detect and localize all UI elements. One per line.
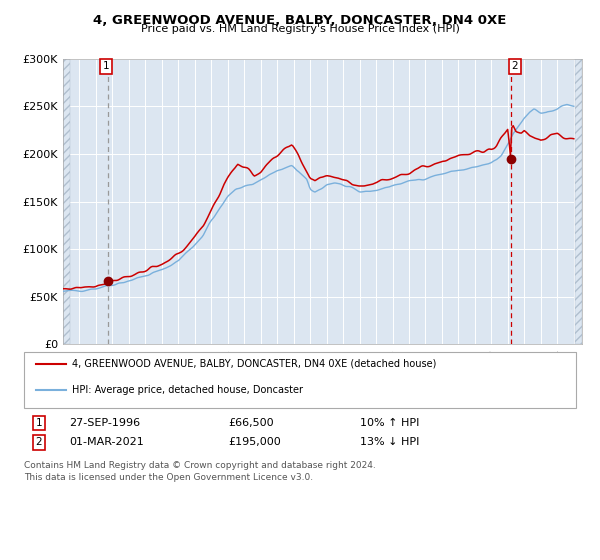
Text: £195,000: £195,000 bbox=[228, 437, 281, 447]
Text: 2: 2 bbox=[35, 437, 43, 447]
Text: 4, GREENWOOD AVENUE, BALBY, DONCASTER, DN4 0XE: 4, GREENWOOD AVENUE, BALBY, DONCASTER, D… bbox=[94, 14, 506, 27]
Text: 2: 2 bbox=[511, 62, 518, 72]
Text: Price paid vs. HM Land Registry's House Price Index (HPI): Price paid vs. HM Land Registry's House … bbox=[140, 24, 460, 34]
Text: 1: 1 bbox=[35, 418, 43, 428]
Polygon shape bbox=[63, 59, 70, 344]
Text: This data is licensed under the Open Government Licence v3.0.: This data is licensed under the Open Gov… bbox=[24, 473, 313, 482]
Text: Contains HM Land Registry data © Crown copyright and database right 2024.: Contains HM Land Registry data © Crown c… bbox=[24, 461, 376, 470]
Text: 01-MAR-2021: 01-MAR-2021 bbox=[69, 437, 144, 447]
Text: HPI: Average price, detached house, Doncaster: HPI: Average price, detached house, Donc… bbox=[72, 385, 303, 395]
Text: 1: 1 bbox=[103, 62, 109, 72]
Text: 4, GREENWOOD AVENUE, BALBY, DONCASTER, DN4 0XE (detached house): 4, GREENWOOD AVENUE, BALBY, DONCASTER, D… bbox=[72, 359, 436, 369]
Text: 10% ↑ HPI: 10% ↑ HPI bbox=[360, 418, 419, 428]
Text: £66,500: £66,500 bbox=[228, 418, 274, 428]
Text: 13% ↓ HPI: 13% ↓ HPI bbox=[360, 437, 419, 447]
Text: 27-SEP-1996: 27-SEP-1996 bbox=[69, 418, 140, 428]
Polygon shape bbox=[575, 59, 582, 344]
